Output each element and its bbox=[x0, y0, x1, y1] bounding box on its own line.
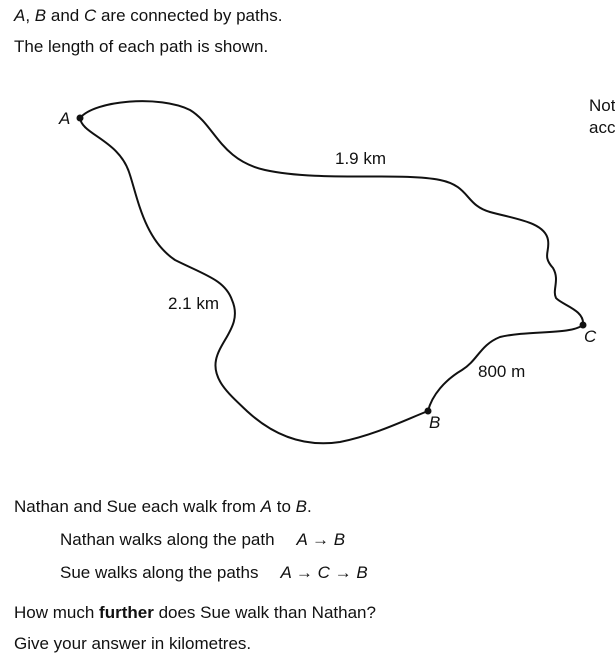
scale-note-line-1: Not bbox=[589, 96, 615, 115]
point-b-dot bbox=[424, 407, 432, 415]
question-to-word: to bbox=[276, 497, 291, 516]
point-c-ref: C bbox=[83, 6, 97, 25]
question-ask-bold: further bbox=[99, 603, 154, 622]
intro-line-2: The length of each path is shown. bbox=[14, 37, 269, 56]
path-ac-length: 1.9 km bbox=[335, 149, 386, 168]
scale-note: Not acc bbox=[589, 95, 615, 139]
point-c-label: C bbox=[584, 327, 597, 346]
sue-route-line: Sue walks along the paths A → C → B bbox=[60, 563, 368, 583]
point-a-label: A bbox=[58, 109, 70, 128]
sue-route-expression: A → C → B bbox=[280, 563, 368, 582]
path-a-to-c bbox=[79, 100, 585, 326]
point-a-dot bbox=[76, 114, 84, 122]
path-a-to-b bbox=[79, 117, 429, 445]
intro-line-1: A, B and C are connected by paths. bbox=[14, 6, 283, 25]
question-to-point: B bbox=[295, 497, 307, 516]
question-ask-post: does Sue walk than Nathan? bbox=[158, 603, 376, 622]
path-ab-length: 2.1 km bbox=[168, 294, 219, 313]
question-instruction: Give your answer in kilometres. bbox=[14, 634, 252, 653]
point-c-dot bbox=[579, 321, 587, 329]
question-intro-text: Nathan and Sue each walk from bbox=[14, 497, 256, 516]
path-bc-length: 800 m bbox=[478, 362, 525, 381]
intro-line-1-text: are connected by paths. bbox=[96, 6, 283, 25]
question-from-point: A bbox=[260, 497, 272, 516]
question-intro: Nathan and Sue each walk from A to B. bbox=[14, 497, 312, 516]
nathan-route-expression: A → B bbox=[296, 530, 346, 549]
nathan-route-line: Nathan walks along the path A → B bbox=[60, 530, 345, 550]
question-ask: How much further does Sue walk than Nath… bbox=[14, 603, 376, 623]
scale-note-line-2: acc bbox=[589, 118, 615, 137]
sue-route-label: Sue walks along the paths bbox=[60, 563, 259, 582]
path-b-to-c bbox=[427, 324, 584, 412]
point-b-ref: B bbox=[34, 6, 47, 25]
point-a-ref: A bbox=[14, 6, 26, 25]
question-ask-pre: How much bbox=[14, 603, 95, 622]
nathan-route-label: Nathan walks along the path bbox=[60, 530, 275, 549]
point-b-label: B bbox=[429, 413, 440, 432]
